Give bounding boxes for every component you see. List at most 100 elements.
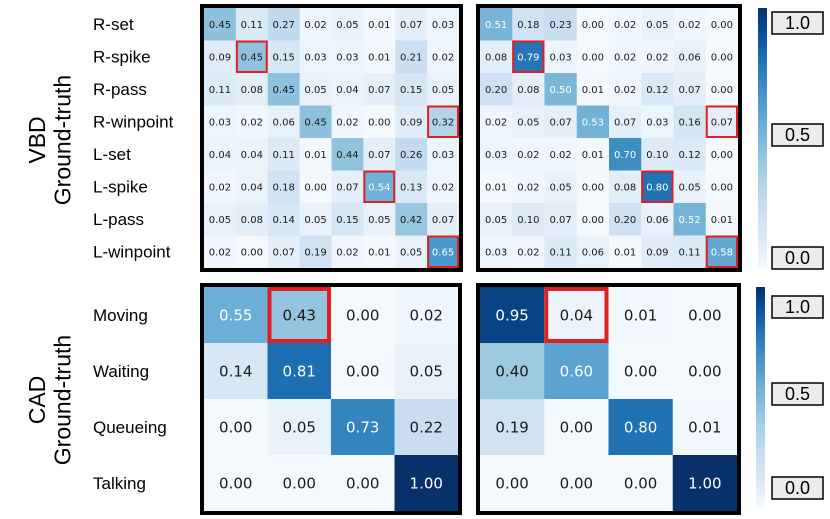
cell-value-label: 0.11 [241, 20, 263, 31]
heatmap-cell [363, 170, 396, 204]
cell-value-label: 0.42 [400, 215, 422, 226]
heatmap-cell [204, 40, 237, 74]
cell-value-label: 0.51 [485, 20, 507, 31]
heatmap-cell [512, 138, 545, 171]
cell-value-label: 0.10 [646, 150, 668, 161]
heatmap-cell [204, 170, 237, 204]
heatmap-cell [363, 235, 396, 269]
cell-value-label: 0.02 [517, 247, 539, 258]
cell-value-label: 0.80 [624, 418, 657, 436]
cell-value-label: 0.02 [517, 182, 539, 193]
heatmap-cell [427, 235, 460, 269]
cell-value-label: 0.00 [241, 247, 263, 258]
cell-value-label: 0.02 [304, 20, 326, 31]
heatmap-cell [427, 73, 460, 106]
colorbar-tick-box [771, 246, 824, 270]
heatmap-cell [609, 40, 642, 74]
cell-value-label: 0.03 [304, 52, 326, 63]
cell-value-label: 0.60 [560, 362, 593, 380]
cell-value-label: 0.52 [678, 215, 700, 226]
cell-value-label: 0.01 [624, 306, 657, 324]
heatmap-cell [672, 455, 738, 512]
heatmap-cell [544, 170, 578, 204]
cell-value-label: 0.04 [241, 150, 263, 161]
cell-value-label: 0.02 [336, 247, 358, 258]
heatmap-cell [544, 73, 578, 106]
cell-value-label: 0.21 [400, 52, 422, 63]
heatmap-cell [576, 235, 610, 269]
heatmap-cell [512, 8, 545, 41]
heatmap-cell [299, 105, 332, 139]
cell-value-label: 0.19 [495, 418, 528, 436]
cell-value-label: 0.05 [304, 215, 326, 226]
cell-value-label: 0.00 [582, 215, 604, 226]
heatmap-cell [641, 73, 674, 106]
heatmap-cell [267, 287, 332, 344]
cell-value-label: 0.09 [400, 117, 422, 128]
cell-value-label: 0.03 [646, 117, 668, 128]
cell-value-label: 0.01 [368, 20, 390, 31]
cell-value-label: 0.01 [711, 215, 733, 226]
colorbar-tick-box [771, 11, 824, 35]
vbd-matrix-2: 0.51 0.18 0.23 0.00 0.02 0.05 0.02 0.00 0.08 0.79… [476, 4, 742, 272]
cell-value-label: 0.11 [209, 85, 231, 96]
cell-value-label: 0.43 [283, 306, 316, 324]
cad-panel: CADGround-truth Moving Waiting Queueing Talk… [24, 283, 824, 515]
colorbar-tick-box [771, 382, 824, 406]
cell-value-label: 0.05 [283, 418, 316, 436]
cell-value-label: 0.07 [432, 215, 454, 226]
heatmap-cell [480, 105, 513, 139]
cell-value-label: 0.23 [549, 20, 571, 31]
cell-value-label: 0.02 [517, 150, 539, 161]
cell-value-label: 0.32 [432, 117, 454, 128]
cell-value-label: 0.07 [549, 215, 571, 226]
heatmap-cell [395, 203, 428, 236]
heatmap-cell [641, 8, 674, 41]
heatmap-cell [331, 73, 364, 106]
heatmap-cell [235, 105, 269, 139]
cell-value-label: 0.02 [614, 52, 636, 63]
cell-value-label: 0.08 [241, 215, 263, 226]
heatmap-cell [705, 8, 739, 41]
cell-value-label: 0.03 [485, 150, 507, 161]
heatmap-cell [331, 399, 395, 456]
row-label-l-pass: L-pass [93, 210, 144, 229]
heatmap-cell [576, 138, 610, 171]
cell-value-label: 0.08 [485, 52, 507, 63]
heatmap-cell [641, 170, 674, 204]
cell-value-label: 0.13 [400, 182, 422, 193]
heatmap-cell [576, 203, 610, 236]
colorbar-tick-label: 0.5 [785, 125, 810, 145]
cell-value-label: 0.07 [368, 85, 390, 96]
heatmap-cell [512, 170, 545, 204]
cell-value-label: 0.00 [582, 20, 604, 31]
cad-matrix-1: 0.55 0.43 0.00 0.02 0.14 0.81 0.00 0.05 0.00 0.05… [200, 283, 462, 515]
cell-value-label: 1.00 [688, 474, 721, 492]
cell-value-label: 0.02 [549, 150, 571, 161]
cell-value-label: 0.73 [346, 418, 379, 436]
heatmap-cell [608, 287, 674, 344]
heatmap-cell [641, 40, 674, 74]
heatmap-cell [204, 8, 237, 41]
cell-value-label: 0.07 [400, 20, 422, 31]
heatmap-cell [204, 138, 237, 171]
cell-value-label: 0.04 [560, 306, 593, 324]
heatmap-cell [395, 105, 428, 139]
cell-value-label: 0.11 [678, 247, 700, 258]
heatmap-cell [427, 8, 460, 41]
highlight-box [512, 40, 545, 73]
cell-value-label: 0.01 [368, 52, 390, 63]
matrix-frame [200, 4, 463, 272]
cell-value-label: 0.02 [241, 117, 263, 128]
cell-value-label: 0.07 [336, 182, 358, 193]
heatmap-cell [544, 138, 578, 171]
heatmap-cell [267, 8, 301, 41]
heatmap-cell [331, 203, 364, 236]
cell-value-label: 0.81 [283, 362, 316, 380]
heatmap-cell [299, 73, 332, 106]
heatmap-cell [427, 40, 460, 74]
row-label-l-spike: L-spike [93, 178, 148, 197]
cell-value-label: 0.05 [368, 215, 390, 226]
cell-value-label: 0.00 [346, 474, 379, 492]
